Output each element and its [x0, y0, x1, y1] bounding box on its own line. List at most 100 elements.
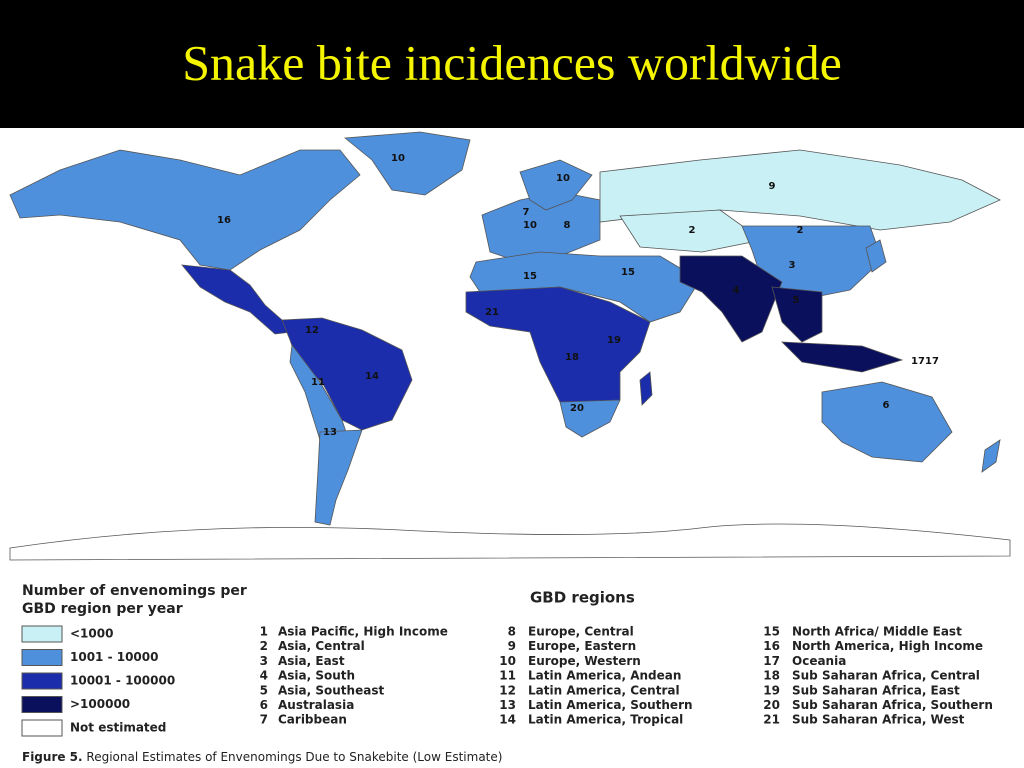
southeast-asia: [771, 286, 823, 343]
map-label: 6: [883, 400, 890, 411]
map-label: 10: [556, 173, 570, 184]
legend-label: <1000: [70, 627, 113, 641]
australia: [821, 381, 953, 463]
region-number: 13: [499, 698, 516, 712]
map-label: 4: [733, 285, 740, 296]
map-label: 10: [391, 153, 405, 164]
map-label: 11: [311, 377, 325, 388]
region-name: Caribbean: [278, 713, 347, 727]
map-label: 15: [621, 267, 635, 278]
map-label: 14: [365, 371, 379, 382]
region-name: Europe, Central: [528, 625, 634, 639]
legend-title: GBD region per year: [22, 601, 183, 617]
region-number: 1: [260, 625, 268, 639]
south-asia: [679, 255, 783, 343]
regions-title: GBD regions: [530, 589, 635, 607]
region-name: Asia, East: [278, 654, 345, 668]
world-map: [9, 131, 1011, 561]
region-name: Latin America, Andean: [528, 669, 681, 683]
map-label: 19: [607, 335, 621, 346]
legend-swatch: [21, 719, 63, 737]
region-number: 16: [763, 639, 780, 653]
antarctica: [9, 523, 1011, 561]
region-name: Latin America, Southern: [528, 698, 693, 712]
map-label: 7: [523, 207, 530, 218]
caption-text: Regional Estimates of Envenomings Due to…: [86, 750, 502, 764]
region-name: Latin America, Tropical: [528, 713, 683, 727]
region-number: 20: [763, 698, 780, 712]
region-name: Europe, Eastern: [528, 639, 636, 653]
sub-saharan-africa: [465, 286, 651, 411]
region-name: North America, High Income: [792, 639, 983, 653]
region-number: 18: [763, 669, 780, 683]
map-labels: 10 16 10 9 7 10 8 2 2 3 15 15 4 5 21 19 18 12 11 14 20 13 6 17 1…: [217, 153, 939, 438]
region-number: 3: [260, 654, 268, 668]
map-label: 21: [485, 307, 499, 318]
legend-label: >100000: [70, 697, 130, 711]
legend-label: Not estimated: [70, 721, 166, 735]
legend-swatch: [21, 625, 63, 643]
region-name: Oceania: [792, 654, 846, 668]
map-label: 2: [689, 225, 696, 236]
map-label: 10: [523, 220, 537, 231]
region-number: 19: [763, 683, 780, 697]
map-label: 3: [789, 260, 796, 271]
region-name: Asia, Southeast: [278, 683, 384, 697]
legend-swatch: [21, 649, 63, 666]
legend-label: 10001 - 100000: [70, 674, 175, 688]
region-name: Australasia: [278, 698, 354, 712]
region-name: Asia Pacific, High Income: [278, 625, 448, 639]
map-label: 5: [793, 295, 800, 306]
region-name: Sub Saharan Africa, Central: [792, 669, 980, 683]
map-label: 18: [565, 352, 579, 363]
title: Snake bite incidences worldwide: [182, 34, 842, 90]
southern-cone: [314, 429, 363, 526]
map-label: 8: [564, 220, 571, 231]
greenland: [343, 131, 471, 196]
region-number: 6: [260, 698, 268, 712]
region-name: Asia, Central: [278, 639, 365, 653]
region-name: Sub Saharan Africa, Southern: [792, 698, 993, 712]
map-label: 20: [570, 403, 584, 414]
map-label: 9: [769, 181, 776, 192]
region-number: 5: [260, 683, 268, 697]
map-label: 15: [523, 271, 537, 282]
legend-swatch: [21, 696, 63, 713]
region-number: 21: [763, 713, 780, 727]
caption: Figure 5. Regional Estimates of Envenomi…: [22, 750, 502, 764]
map-label: 13: [323, 427, 337, 438]
map-label: 17: [925, 356, 939, 367]
map-label: 2: [797, 225, 804, 236]
region-number: 8: [508, 625, 516, 639]
region-number: 15: [763, 625, 780, 639]
region-number: 12: [499, 683, 516, 697]
new-zealand: [981, 439, 1001, 473]
north-america: [9, 149, 361, 271]
legend-title: Number of envenomings per: [22, 583, 247, 599]
region-name: Sub Saharan Africa, West: [792, 713, 965, 727]
region-name: Sub Saharan Africa, East: [792, 683, 960, 697]
indonesia: [780, 341, 904, 373]
region-name: North Africa/ Middle East: [792, 625, 962, 639]
region-number: 4: [260, 669, 268, 683]
region-list: GBD regions 1 Asia Pacific, High Income 2 As…: [260, 589, 993, 727]
central-asia: [619, 209, 763, 253]
region-number: 10: [499, 654, 516, 668]
region-number: 2: [260, 639, 268, 653]
caption-label: Figure 5.: [22, 750, 83, 764]
region-name: Europe, Western: [528, 654, 641, 668]
map-label: 16: [217, 215, 231, 226]
map-label: 17: [911, 356, 925, 367]
legend-swatch: [21, 672, 63, 690]
southern-africa: [559, 399, 621, 438]
region-name: Latin America, Central: [528, 683, 680, 697]
region-number: 7: [260, 713, 268, 727]
north-africa-middle-east: [469, 251, 701, 323]
scandinavia: [519, 159, 593, 211]
japan: [865, 239, 887, 273]
central-america: [181, 264, 293, 335]
legend: Number of envenomings per GBD region per …: [21, 583, 247, 737]
map-label: 12: [305, 325, 319, 336]
